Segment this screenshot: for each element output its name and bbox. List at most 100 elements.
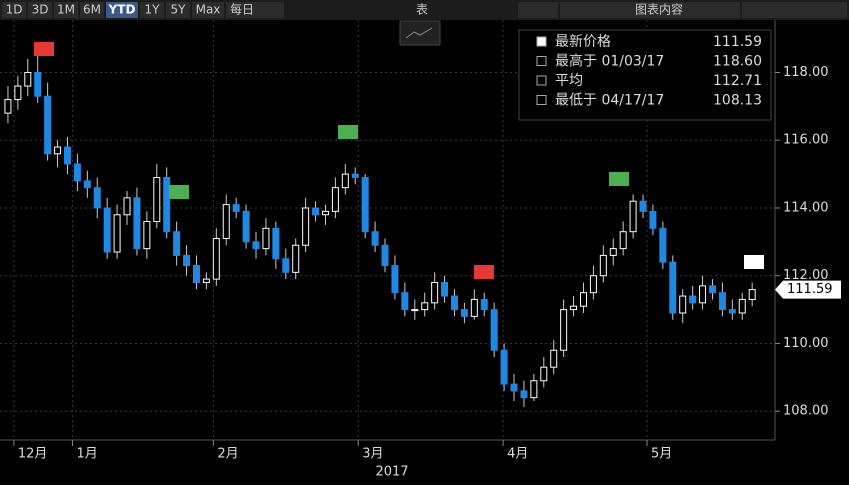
candle-body: [153, 177, 161, 223]
candle-body: [371, 231, 379, 246]
candle-body: [639, 200, 647, 212]
candle-body: [619, 231, 627, 250]
candle-body: [570, 305, 578, 311]
candle-body: [679, 295, 687, 314]
candle-body: [450, 295, 458, 311]
range-button[interactable]: [140, 2, 164, 18]
candle-body: [361, 177, 369, 233]
candle-body: [212, 237, 220, 280]
candle-body: [500, 349, 508, 385]
last-price-label: 111.59: [787, 282, 833, 297]
candle-body: [728, 309, 736, 314]
x-tick-label: 5月: [651, 447, 672, 462]
candle-body: [540, 366, 548, 382]
candle-body: [510, 383, 518, 392]
candle-body: [54, 146, 62, 155]
legend-value: 112.71: [713, 73, 762, 89]
candle-body: [659, 227, 667, 263]
candle-body: [202, 278, 210, 284]
settings-button[interactable]: [742, 2, 847, 18]
range-button[interactable]: [54, 2, 78, 18]
candle-body: [34, 72, 42, 97]
range-button[interactable]: [106, 2, 138, 18]
candle-body: [609, 248, 617, 256]
legend-value: 111.59: [713, 34, 762, 50]
candle-body: [579, 292, 587, 307]
legend-value: 118.60: [713, 54, 762, 70]
candle-body: [649, 210, 657, 229]
content-label[interactable]: 图表内容: [635, 2, 683, 17]
flag: [338, 125, 358, 139]
candle-body: [173, 231, 181, 256]
candle-body: [232, 204, 240, 212]
candle-body: [629, 200, 637, 233]
range-label[interactable]: 3D: [32, 3, 49, 17]
candle-body: [63, 146, 71, 165]
range-label[interactable]: 1M: [57, 3, 75, 17]
candle-body: [381, 244, 389, 267]
candle-body: [133, 197, 141, 250]
range-button[interactable]: [166, 2, 190, 18]
chart-type-button[interactable]: [399, 20, 441, 46]
candle-body: [520, 390, 528, 399]
y-tick-label: 108.00: [783, 404, 829, 419]
flag: [34, 42, 54, 56]
freq-label[interactable]: 每日: [230, 2, 254, 17]
candle-body: [391, 265, 399, 294]
candle-body: [73, 163, 81, 182]
candle-body: [123, 197, 131, 216]
candle-body: [470, 298, 478, 317]
candle-body: [401, 292, 409, 311]
candle-body: [262, 227, 270, 250]
range-button[interactable]: [80, 2, 104, 18]
candle-body: [589, 275, 597, 294]
candle-body: [44, 95, 52, 155]
x-tick-label: 2月: [217, 447, 238, 462]
candle-body: [689, 295, 697, 304]
candle-body: [331, 187, 339, 212]
y-tick-label: 110.00: [783, 336, 829, 351]
candle-body: [252, 241, 260, 250]
legend-name: 最低于 04/17/17: [555, 93, 664, 109]
range-label[interactable]: 1Y: [145, 3, 161, 17]
candle-body: [708, 285, 716, 294]
x-tick-label: 3月: [362, 447, 383, 462]
range-label[interactable]: Max: [196, 3, 221, 17]
freq-button[interactable]: [226, 2, 284, 18]
range-button[interactable]: [192, 2, 224, 18]
candle-body: [560, 309, 568, 351]
icon: [405, 27, 433, 39]
range-label[interactable]: 6M: [83, 3, 101, 17]
legend-swatch: [536, 36, 547, 47]
candle-body: [441, 282, 449, 297]
range-label[interactable]: 1D: [6, 3, 23, 17]
candle-body: [530, 380, 538, 399]
candle-body: [4, 99, 12, 114]
legend-swatch: [536, 56, 547, 66]
legend-swatch: [536, 95, 547, 105]
candle-body: [93, 187, 101, 209]
range-button[interactable]: [28, 2, 52, 18]
panel-button[interactable]: [560, 2, 740, 18]
legend-name: 平均: [555, 73, 583, 89]
legend-name: 最新价格: [555, 34, 611, 50]
year-label: 2017: [375, 465, 408, 480]
panel-button[interactable]: [518, 2, 558, 18]
candle-body: [14, 85, 22, 101]
candle-body: [490, 309, 498, 351]
candle-body: [480, 298, 488, 311]
candle-body: [192, 265, 200, 283]
last-price-tag: [775, 280, 841, 299]
x-tick-label: 12月: [18, 447, 48, 462]
range-label[interactable]: 5Y: [171, 3, 187, 17]
candle-body: [411, 309, 419, 312]
legend-value: 108.13: [713, 93, 762, 109]
candle-body: [550, 349, 558, 368]
candle-body: [351, 173, 359, 178]
range-label[interactable]: YTD: [108, 3, 136, 17]
x-tick-label: 4月: [507, 447, 528, 462]
range-button[interactable]: [2, 2, 26, 18]
table-label[interactable]: 表: [416, 3, 428, 17]
